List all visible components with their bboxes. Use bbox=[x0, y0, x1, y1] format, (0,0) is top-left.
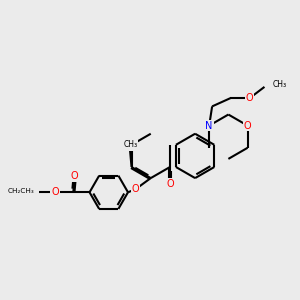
Text: CH₂CH₃: CH₂CH₃ bbox=[8, 188, 34, 194]
Text: O: O bbox=[246, 93, 253, 103]
Text: O: O bbox=[128, 140, 135, 150]
Text: CH₃: CH₃ bbox=[273, 80, 287, 89]
Text: O: O bbox=[132, 184, 139, 194]
Text: N: N bbox=[206, 121, 213, 130]
Text: O: O bbox=[166, 179, 174, 189]
Text: CH₃: CH₃ bbox=[124, 140, 138, 149]
Text: O: O bbox=[71, 171, 79, 181]
Text: O: O bbox=[244, 121, 251, 130]
Text: O: O bbox=[51, 187, 59, 197]
